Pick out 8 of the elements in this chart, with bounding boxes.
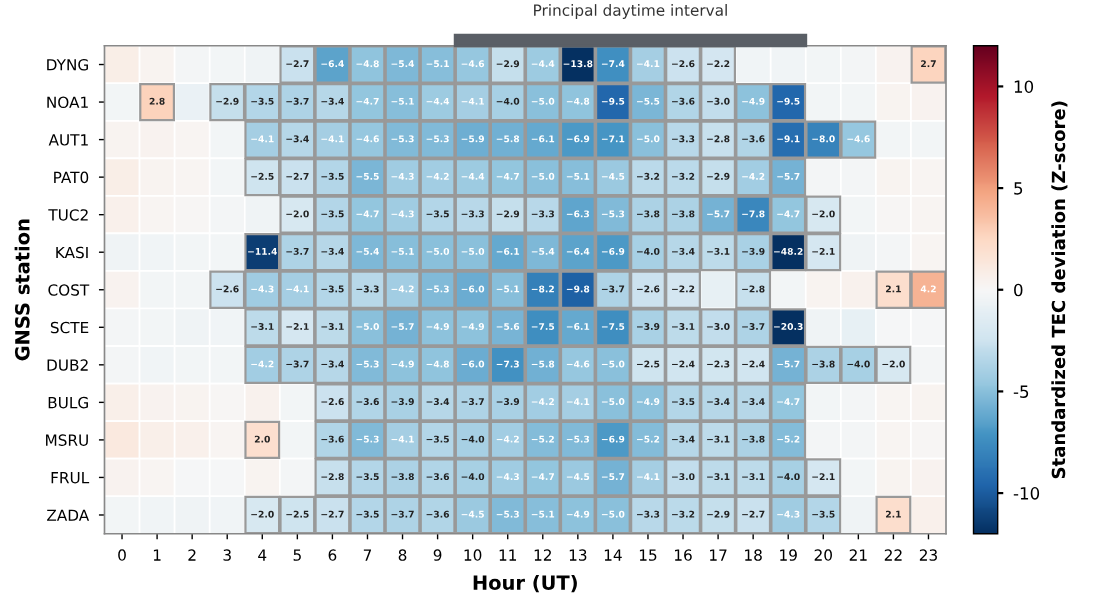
color-bar-title: Standardized TEC deviation (Z-score) <box>1051 101 1068 479</box>
color-bar-label: 0 <box>1014 283 1023 297</box>
color-bar-label: -10 <box>1013 487 1040 500</box>
x-axis-title: Hour (UT) <box>473 574 577 593</box>
color-bar-label: -5 <box>1013 385 1029 398</box>
y-axis-title: GNSS station <box>14 219 30 361</box>
color-bar-label: 5 <box>1014 182 1023 195</box>
color-bar-label: 10 <box>1014 80 1034 93</box>
